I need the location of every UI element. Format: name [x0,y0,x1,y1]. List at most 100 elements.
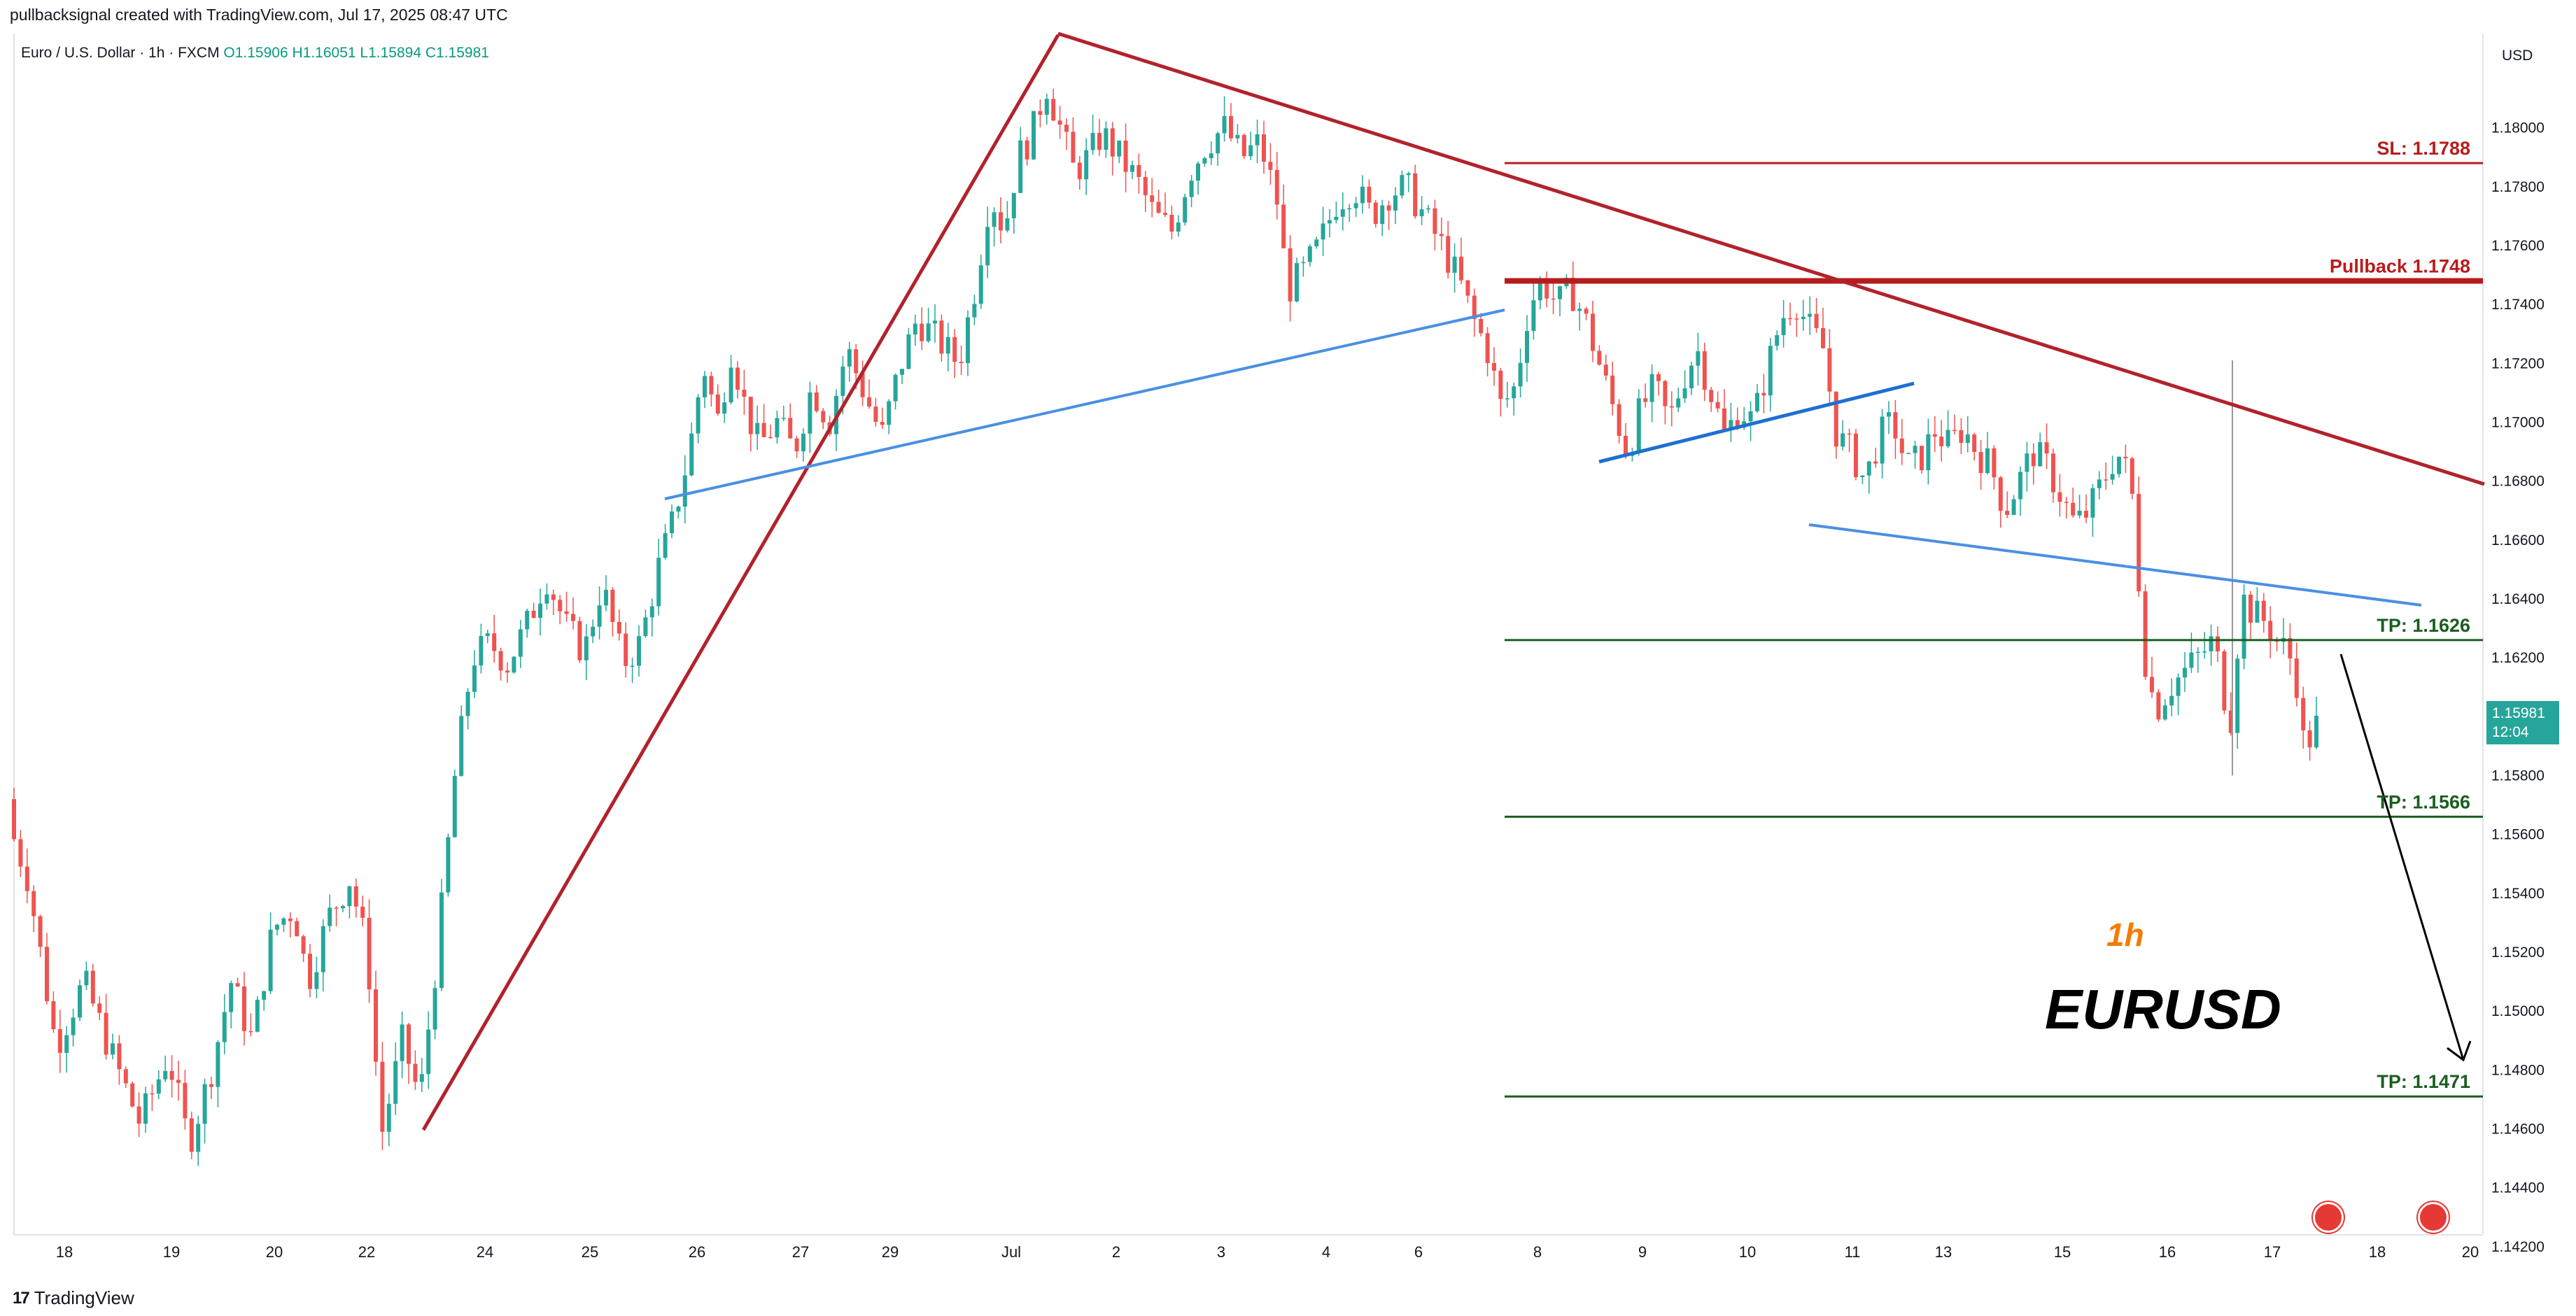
candle-body [1077,162,1082,180]
candle-body [432,988,437,1030]
candle-body [992,212,997,227]
candle-body [2064,502,2069,503]
candle-body [584,636,589,660]
brand-name: TradingView [34,1287,134,1308]
candle-body [393,1061,398,1104]
candle-body [400,1024,404,1061]
candle-body [873,406,878,423]
blue-support-line-1 [664,309,1505,500]
candle-body [156,1079,161,1094]
price-tick-label: 1.17600 [2491,238,2545,254]
candle-body [1189,181,1194,197]
candle-body [24,866,29,891]
candle-body [1860,475,1865,477]
candle-body [1617,404,1621,437]
candle-body [564,611,569,614]
candle-body [933,320,937,324]
candle-body [1709,390,1714,402]
time-tick-label: 18 [2369,1243,2386,1261]
candle-body [2176,677,2181,696]
price-tick-label: 1.14200 [2491,1239,2545,1255]
candle-body [558,600,563,611]
candle-body [367,917,372,990]
candle-body [715,394,720,414]
candle-body [656,558,661,607]
candle-body [2202,651,2207,653]
candle-body [893,374,898,402]
candle-body [2090,488,2095,518]
candle-body [169,1070,174,1080]
candle-body [1380,205,1385,225]
candle-body [1702,351,1707,390]
candle-body [1156,201,1161,213]
candle-body [978,265,983,304]
candle-body [972,304,977,318]
timeframe-label: 1h [2106,917,2144,953]
candle-body [512,656,516,673]
price-axis: 1.18000 1.17800 1.17600 1.17400 1.17200 1.170… [2491,120,2545,1255]
candle-body [1636,398,1641,453]
candle-body [2183,667,2187,678]
candle-body [2077,511,2082,516]
candle-body [1090,132,1095,150]
candle-body [1018,140,1023,193]
candle-body [1143,176,1148,196]
candle-body [1202,158,1207,164]
candle-body [1814,313,1819,328]
candle-body [183,1082,188,1119]
candle-body [459,716,464,777]
us-flag-icon[interactable] [2418,1202,2449,1233]
time-tick-label: 25 [582,1243,598,1261]
candle-body [1005,218,1010,231]
candle-body [571,614,575,621]
candle-body [670,511,674,534]
time-tick-label: 29 [882,1243,899,1261]
candle-body [781,418,786,419]
candle-body [1393,195,1398,211]
candle-body [1998,477,2003,511]
candle-body [1682,388,1687,399]
brand[interactable]: 17 TradingView [13,1287,134,1309]
us-flag-icon[interactable] [2313,1202,2344,1233]
price-tick-label: 1.17200 [2491,355,2545,372]
price-tick-label: 1.15600 [2491,827,2545,843]
candle-body [1262,134,1266,162]
candle-body [97,1003,102,1013]
candle-body [117,1043,122,1070]
candle-body [2162,705,2167,720]
candle-body [136,1106,141,1124]
price-tick-label: 1.14400 [2491,1180,2545,1196]
candle-body [216,1042,220,1087]
candle-body [472,665,477,692]
candle-body [1551,298,1556,300]
currency-label[interactable]: USD [2502,48,2533,64]
candle-body [31,891,36,917]
candle-body [1255,134,1260,146]
candle-body [90,970,95,1004]
candle-body [2057,492,2062,502]
time-tick-label: 19 [163,1243,180,1261]
level-label: TP: 1.1471 [2377,1071,2470,1092]
candle-body [1413,173,1418,217]
candle-body [1025,140,1029,160]
candle-body [2307,730,2312,748]
time-tick-label: Jul [1001,1243,1021,1261]
candle-body [1446,236,1451,273]
candle-body [2031,453,2036,467]
price-tick-label: 1.16800 [2491,474,2545,490]
candle-body [847,349,852,367]
candle-body [1748,411,1753,422]
candle-body [1899,438,1904,453]
candle-body [2117,456,2121,474]
candle-body [2209,636,2213,652]
candle-body [1610,375,1615,404]
candle-body [617,621,621,634]
symbol-name: Euro / U.S. Dollar · 1h · FXCM [21,45,220,61]
candle-body [703,376,707,397]
candle-body [900,369,904,375]
candle-body [275,924,279,930]
candle-body [1735,420,1740,427]
candle-body [1558,286,1562,299]
level-label: TP: 1.1626 [2377,615,2470,636]
